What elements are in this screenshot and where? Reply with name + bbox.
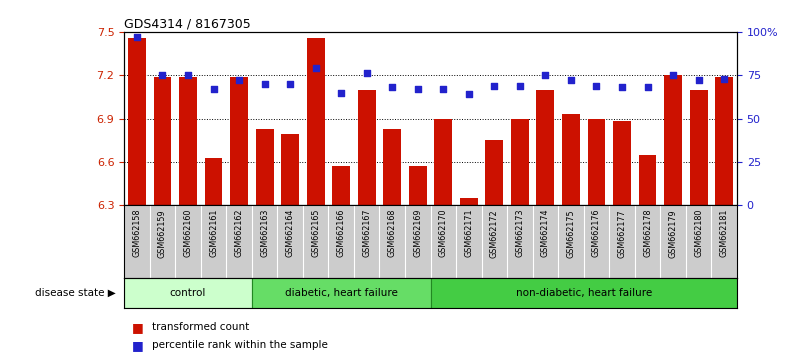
Bar: [613, 121, 631, 205]
Text: GSM662179: GSM662179: [669, 209, 678, 258]
Bar: [409, 166, 427, 205]
Point: [335, 90, 348, 96]
Point: [462, 91, 475, 97]
Text: control: control: [170, 288, 206, 298]
Point: [207, 86, 220, 92]
Point: [258, 81, 271, 87]
Text: ■: ■: [132, 321, 144, 334]
Bar: [460, 198, 477, 205]
Bar: [715, 77, 733, 205]
Point: [718, 76, 731, 81]
Bar: [230, 77, 248, 205]
Bar: [252, 278, 431, 308]
Text: GSM662178: GSM662178: [643, 209, 652, 257]
Text: GSM662162: GSM662162: [235, 209, 244, 257]
Text: GSM662164: GSM662164: [286, 209, 295, 257]
Text: GSM662169: GSM662169: [413, 209, 422, 257]
Point: [692, 78, 705, 83]
Point: [156, 73, 169, 78]
Text: GSM662165: GSM662165: [311, 209, 320, 257]
Text: ■: ■: [132, 339, 144, 352]
Bar: [537, 90, 554, 205]
Text: GSM662160: GSM662160: [183, 209, 192, 257]
Bar: [154, 77, 171, 205]
Text: GSM662170: GSM662170: [439, 209, 448, 257]
Text: GDS4314 / 8167305: GDS4314 / 8167305: [124, 18, 251, 31]
Bar: [256, 129, 273, 205]
Point: [284, 81, 296, 87]
Text: GSM662167: GSM662167: [362, 209, 371, 257]
Bar: [664, 75, 682, 205]
Bar: [281, 135, 299, 205]
Bar: [690, 90, 707, 205]
Bar: [128, 38, 146, 205]
Text: transformed count: transformed count: [152, 322, 249, 332]
Text: GSM662180: GSM662180: [694, 209, 703, 257]
Bar: [332, 166, 350, 205]
Point: [616, 85, 629, 90]
Text: GSM662172: GSM662172: [490, 209, 499, 258]
Text: percentile rank within the sample: percentile rank within the sample: [152, 340, 328, 350]
Point: [360, 71, 373, 76]
Point: [386, 85, 399, 90]
Bar: [179, 77, 197, 205]
Bar: [588, 119, 606, 205]
Point: [309, 65, 322, 71]
Point: [182, 73, 195, 78]
Bar: [204, 158, 223, 205]
Text: GSM662176: GSM662176: [592, 209, 601, 257]
Text: GSM662168: GSM662168: [388, 209, 396, 257]
Text: GSM662181: GSM662181: [719, 209, 729, 257]
Point: [513, 83, 526, 88]
Text: diabetic, heart failure: diabetic, heart failure: [284, 288, 397, 298]
Text: disease state ▶: disease state ▶: [35, 288, 116, 298]
Point: [437, 86, 449, 92]
Point: [565, 78, 578, 83]
Text: GSM662175: GSM662175: [566, 209, 575, 258]
Text: GSM662173: GSM662173: [515, 209, 525, 257]
Bar: [124, 278, 252, 308]
Bar: [485, 140, 503, 205]
Bar: [511, 119, 529, 205]
Bar: [307, 38, 324, 205]
Bar: [638, 155, 657, 205]
Point: [641, 85, 654, 90]
Text: GSM662159: GSM662159: [158, 209, 167, 258]
Point: [131, 34, 143, 40]
Text: GSM662158: GSM662158: [132, 209, 142, 257]
Text: GSM662163: GSM662163: [260, 209, 269, 257]
Bar: [431, 278, 737, 308]
Point: [232, 78, 245, 83]
Bar: [384, 129, 401, 205]
Bar: [434, 119, 453, 205]
Bar: [562, 114, 580, 205]
Point: [488, 83, 501, 88]
Text: GSM662166: GSM662166: [336, 209, 346, 257]
Text: GSM662174: GSM662174: [541, 209, 550, 257]
Point: [539, 73, 552, 78]
Point: [590, 83, 603, 88]
Bar: [358, 90, 376, 205]
Text: GSM662161: GSM662161: [209, 209, 218, 257]
Text: GSM662177: GSM662177: [618, 209, 626, 258]
Text: GSM662171: GSM662171: [465, 209, 473, 257]
Text: non-diabetic, heart failure: non-diabetic, heart failure: [516, 288, 652, 298]
Point: [412, 86, 425, 92]
Point: [666, 73, 679, 78]
